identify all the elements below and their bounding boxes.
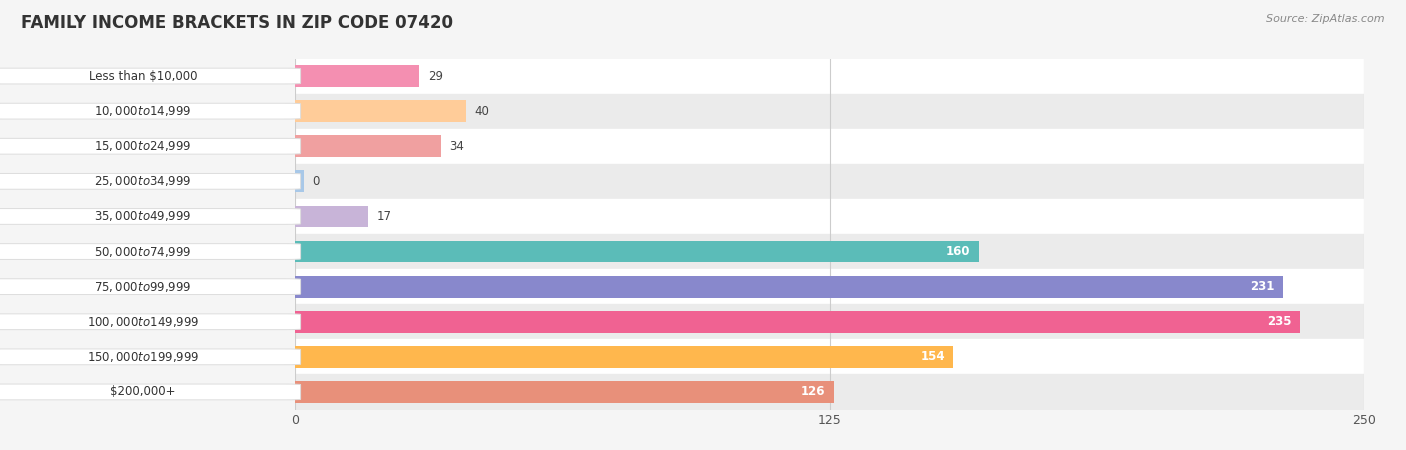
Text: 126: 126 (801, 386, 825, 398)
Text: Source: ZipAtlas.com: Source: ZipAtlas.com (1267, 14, 1385, 23)
Bar (295, 381, 834, 403)
FancyBboxPatch shape (0, 103, 301, 119)
FancyBboxPatch shape (0, 384, 301, 400)
Text: $150,000 to $199,999: $150,000 to $199,999 (87, 350, 200, 364)
FancyBboxPatch shape (0, 279, 301, 295)
Text: 235: 235 (1267, 315, 1291, 328)
Text: 40: 40 (475, 105, 489, 117)
Bar (295, 94, 1364, 129)
FancyBboxPatch shape (0, 243, 301, 260)
Text: Less than $10,000: Less than $10,000 (89, 70, 197, 82)
Text: 17: 17 (377, 210, 391, 223)
Text: 0: 0 (312, 175, 319, 188)
Text: $50,000 to $74,999: $50,000 to $74,999 (94, 244, 191, 259)
FancyBboxPatch shape (0, 68, 301, 84)
Text: $25,000 to $34,999: $25,000 to $34,999 (94, 174, 191, 189)
Text: $100,000 to $149,999: $100,000 to $149,999 (87, 315, 200, 329)
Bar (295, 164, 1364, 199)
Bar (295, 346, 953, 368)
Text: $200,000+: $200,000+ (110, 386, 176, 398)
Bar (295, 100, 467, 122)
Text: 34: 34 (449, 140, 464, 153)
FancyBboxPatch shape (0, 314, 301, 330)
Text: 154: 154 (921, 351, 945, 363)
Bar (295, 206, 368, 227)
Bar (295, 234, 1364, 269)
Text: $35,000 to $49,999: $35,000 to $49,999 (94, 209, 191, 224)
FancyBboxPatch shape (0, 173, 301, 189)
Bar (295, 269, 1364, 304)
Bar (295, 171, 304, 192)
Text: 160: 160 (946, 245, 970, 258)
FancyBboxPatch shape (0, 208, 301, 225)
Text: 231: 231 (1250, 280, 1274, 293)
Bar (295, 374, 1364, 410)
Bar (295, 58, 1364, 94)
Text: $75,000 to $99,999: $75,000 to $99,999 (94, 279, 191, 294)
Bar (295, 276, 1282, 297)
Bar (295, 135, 440, 157)
Bar (295, 241, 979, 262)
FancyBboxPatch shape (0, 349, 301, 365)
Bar (295, 311, 1299, 333)
Bar (295, 304, 1364, 339)
Text: FAMILY INCOME BRACKETS IN ZIP CODE 07420: FAMILY INCOME BRACKETS IN ZIP CODE 07420 (21, 14, 453, 32)
Text: 29: 29 (427, 70, 443, 82)
Bar (295, 65, 419, 87)
Bar (295, 129, 1364, 164)
Text: $15,000 to $24,999: $15,000 to $24,999 (94, 139, 191, 153)
FancyBboxPatch shape (0, 138, 301, 154)
Bar (295, 199, 1364, 234)
Text: $10,000 to $14,999: $10,000 to $14,999 (94, 104, 191, 118)
Bar (295, 339, 1364, 374)
